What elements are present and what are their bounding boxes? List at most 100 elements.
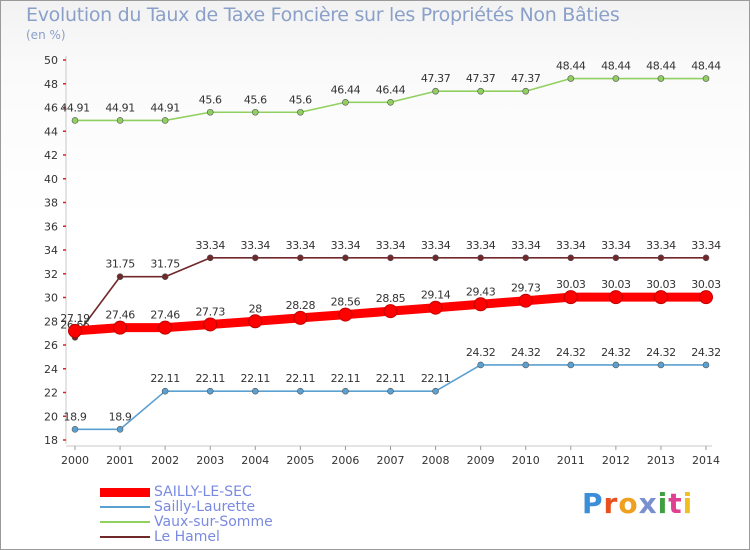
legend-label-sailly-le-sec: SAILLY-LE-SEC	[154, 484, 252, 500]
data-label-vaux-sur-somme: 46.44	[376, 83, 406, 96]
logo-letter: i	[682, 487, 694, 520]
data-label-sailly-laurette: 22.11	[331, 372, 361, 385]
data-point-sailly-laurette	[71, 426, 79, 433]
data-label-sailly-laurette: 24.32	[646, 346, 676, 359]
legend-swatch-le-hamel	[100, 536, 150, 538]
data-point-vaux-sur-somme	[251, 108, 259, 116]
data-point-sailly-laurette	[387, 387, 394, 395]
data-point-sailly-laurette	[116, 426, 124, 433]
data-point-sailly-le-sec	[293, 310, 308, 325]
data-label-le-hamel: 33.34	[286, 239, 316, 252]
data-label-sailly-le-sec: 29.14	[421, 289, 451, 302]
data-label-sailly-le-sec: 28	[249, 302, 263, 315]
data-label-sailly-laurette: 22.11	[421, 372, 451, 385]
data-point-sailly-le-sec	[338, 307, 353, 322]
y-tick-label: 40	[44, 173, 58, 186]
data-point-vaux-sur-somme	[612, 75, 620, 82]
x-tick-label: 2011	[557, 454, 585, 467]
y-tick-label: 30	[44, 292, 58, 305]
data-label-sailly-laurette: 24.32	[466, 346, 496, 359]
data-label-sailly-laurette: 24.32	[511, 346, 541, 359]
data-label-sailly-laurette: 24.32	[601, 346, 631, 359]
x-tick-label: 2000	[61, 454, 89, 467]
legend-label-sailly-laurette: Sailly-Laurette	[154, 499, 256, 515]
logo-letter: P	[582, 487, 604, 520]
data-point-sailly-laurette	[342, 387, 349, 395]
logo-letter: i	[657, 487, 669, 520]
data-point-sailly-le-sec	[428, 300, 443, 315]
y-tick-label: 46	[44, 102, 58, 115]
data-point-le-hamel	[657, 254, 665, 262]
data-label-vaux-sur-somme: 48.44	[691, 60, 721, 73]
data-point-le-hamel	[567, 254, 575, 262]
data-label-le-hamel: 33.34	[691, 239, 721, 252]
x-tick-label: 2006	[331, 454, 359, 467]
data-point-sailly-le-sec	[473, 297, 488, 312]
data-label-vaux-sur-somme: 44.91	[105, 101, 135, 114]
legend-swatch-sailly-laurette	[100, 506, 150, 508]
data-point-le-hamel	[116, 273, 124, 281]
data-point-le-hamel	[702, 254, 710, 262]
logo-letter: r	[603, 487, 619, 520]
data-point-sailly-le-sec	[248, 314, 263, 329]
data-label-sailly-le-sec: 30.03	[691, 278, 721, 291]
data-point-le-hamel	[206, 254, 214, 262]
data-point-vaux-sur-somme	[161, 117, 169, 124]
data-point-vaux-sur-somme	[342, 98, 349, 106]
legend-swatch-sailly-le-sec	[100, 488, 150, 497]
data-point-vaux-sur-somme	[477, 87, 484, 95]
y-tick-label: 36	[44, 220, 58, 233]
data-point-sailly-le-sec	[203, 317, 218, 332]
legend-swatch-vaux-sur-somme	[100, 521, 150, 523]
y-tick-label: 24	[44, 363, 58, 376]
y-tick-label: 22	[44, 387, 58, 400]
y-tick-label: 34	[44, 244, 58, 257]
logo-letter: x	[638, 487, 658, 520]
y-tick-label: 48	[44, 78, 58, 91]
data-label-le-hamel: 33.34	[241, 239, 271, 252]
data-label-sailly-laurette: 22.11	[241, 372, 271, 385]
x-tick-label: 2009	[467, 454, 495, 467]
data-label-vaux-sur-somme: 47.37	[466, 72, 496, 85]
data-point-sailly-le-sec	[653, 290, 668, 305]
data-point-le-hamel	[432, 254, 439, 262]
data-label-sailly-laurette: 22.11	[286, 372, 316, 385]
data-point-sailly-laurette	[567, 361, 575, 369]
data-label-vaux-sur-somme: 47.37	[511, 72, 541, 85]
data-point-vaux-sur-somme	[297, 108, 304, 116]
legend-label-le-hamel: Le Hamel	[154, 529, 220, 545]
data-point-vaux-sur-somme	[432, 87, 439, 95]
x-tick-label: 2003	[196, 454, 224, 467]
data-point-sailly-laurette	[206, 387, 214, 395]
data-point-le-hamel	[251, 254, 259, 262]
data-label-sailly-le-sec: 28.28	[286, 299, 316, 312]
data-label-sailly-laurette: 22.11	[195, 372, 225, 385]
data-point-vaux-sur-somme	[387, 98, 394, 106]
x-tick-label: 2004	[241, 454, 269, 467]
data-label-le-hamel: 33.34	[331, 239, 361, 252]
data-point-vaux-sur-somme	[206, 108, 214, 116]
legend-item-le-hamel: Le Hamel	[100, 529, 360, 545]
x-tick-label: 2013	[647, 454, 675, 467]
x-tick-label: 2008	[422, 454, 450, 467]
data-label-sailly-le-sec: 27.19	[60, 312, 90, 325]
data-label-vaux-sur-somme: 44.91	[150, 101, 180, 114]
chart-title: Evolution du Taux de Taxe Foncière sur l…	[26, 4, 620, 26]
data-label-le-hamel: 31.75	[105, 258, 135, 271]
data-point-sailly-le-sec	[383, 304, 398, 319]
data-label-vaux-sur-somme: 46.44	[331, 83, 361, 96]
data-point-le-hamel	[612, 254, 620, 262]
x-tick-label: 2001	[106, 454, 134, 467]
data-point-sailly-laurette	[522, 361, 530, 369]
data-label-sailly-le-sec: 30.03	[646, 278, 676, 291]
x-tick-label: 2010	[512, 454, 540, 467]
y-tick-label: 38	[44, 197, 58, 210]
data-point-le-hamel	[522, 254, 530, 262]
data-point-le-hamel	[477, 254, 484, 262]
data-label-sailly-laurette: 18.9	[64, 410, 87, 423]
data-point-sailly-le-sec	[113, 320, 128, 335]
legend-item-vaux-sur-somme: Vaux-sur-Somme	[100, 514, 360, 530]
data-point-sailly-le-sec	[518, 293, 533, 308]
data-label-le-hamel: 33.34	[601, 239, 631, 252]
